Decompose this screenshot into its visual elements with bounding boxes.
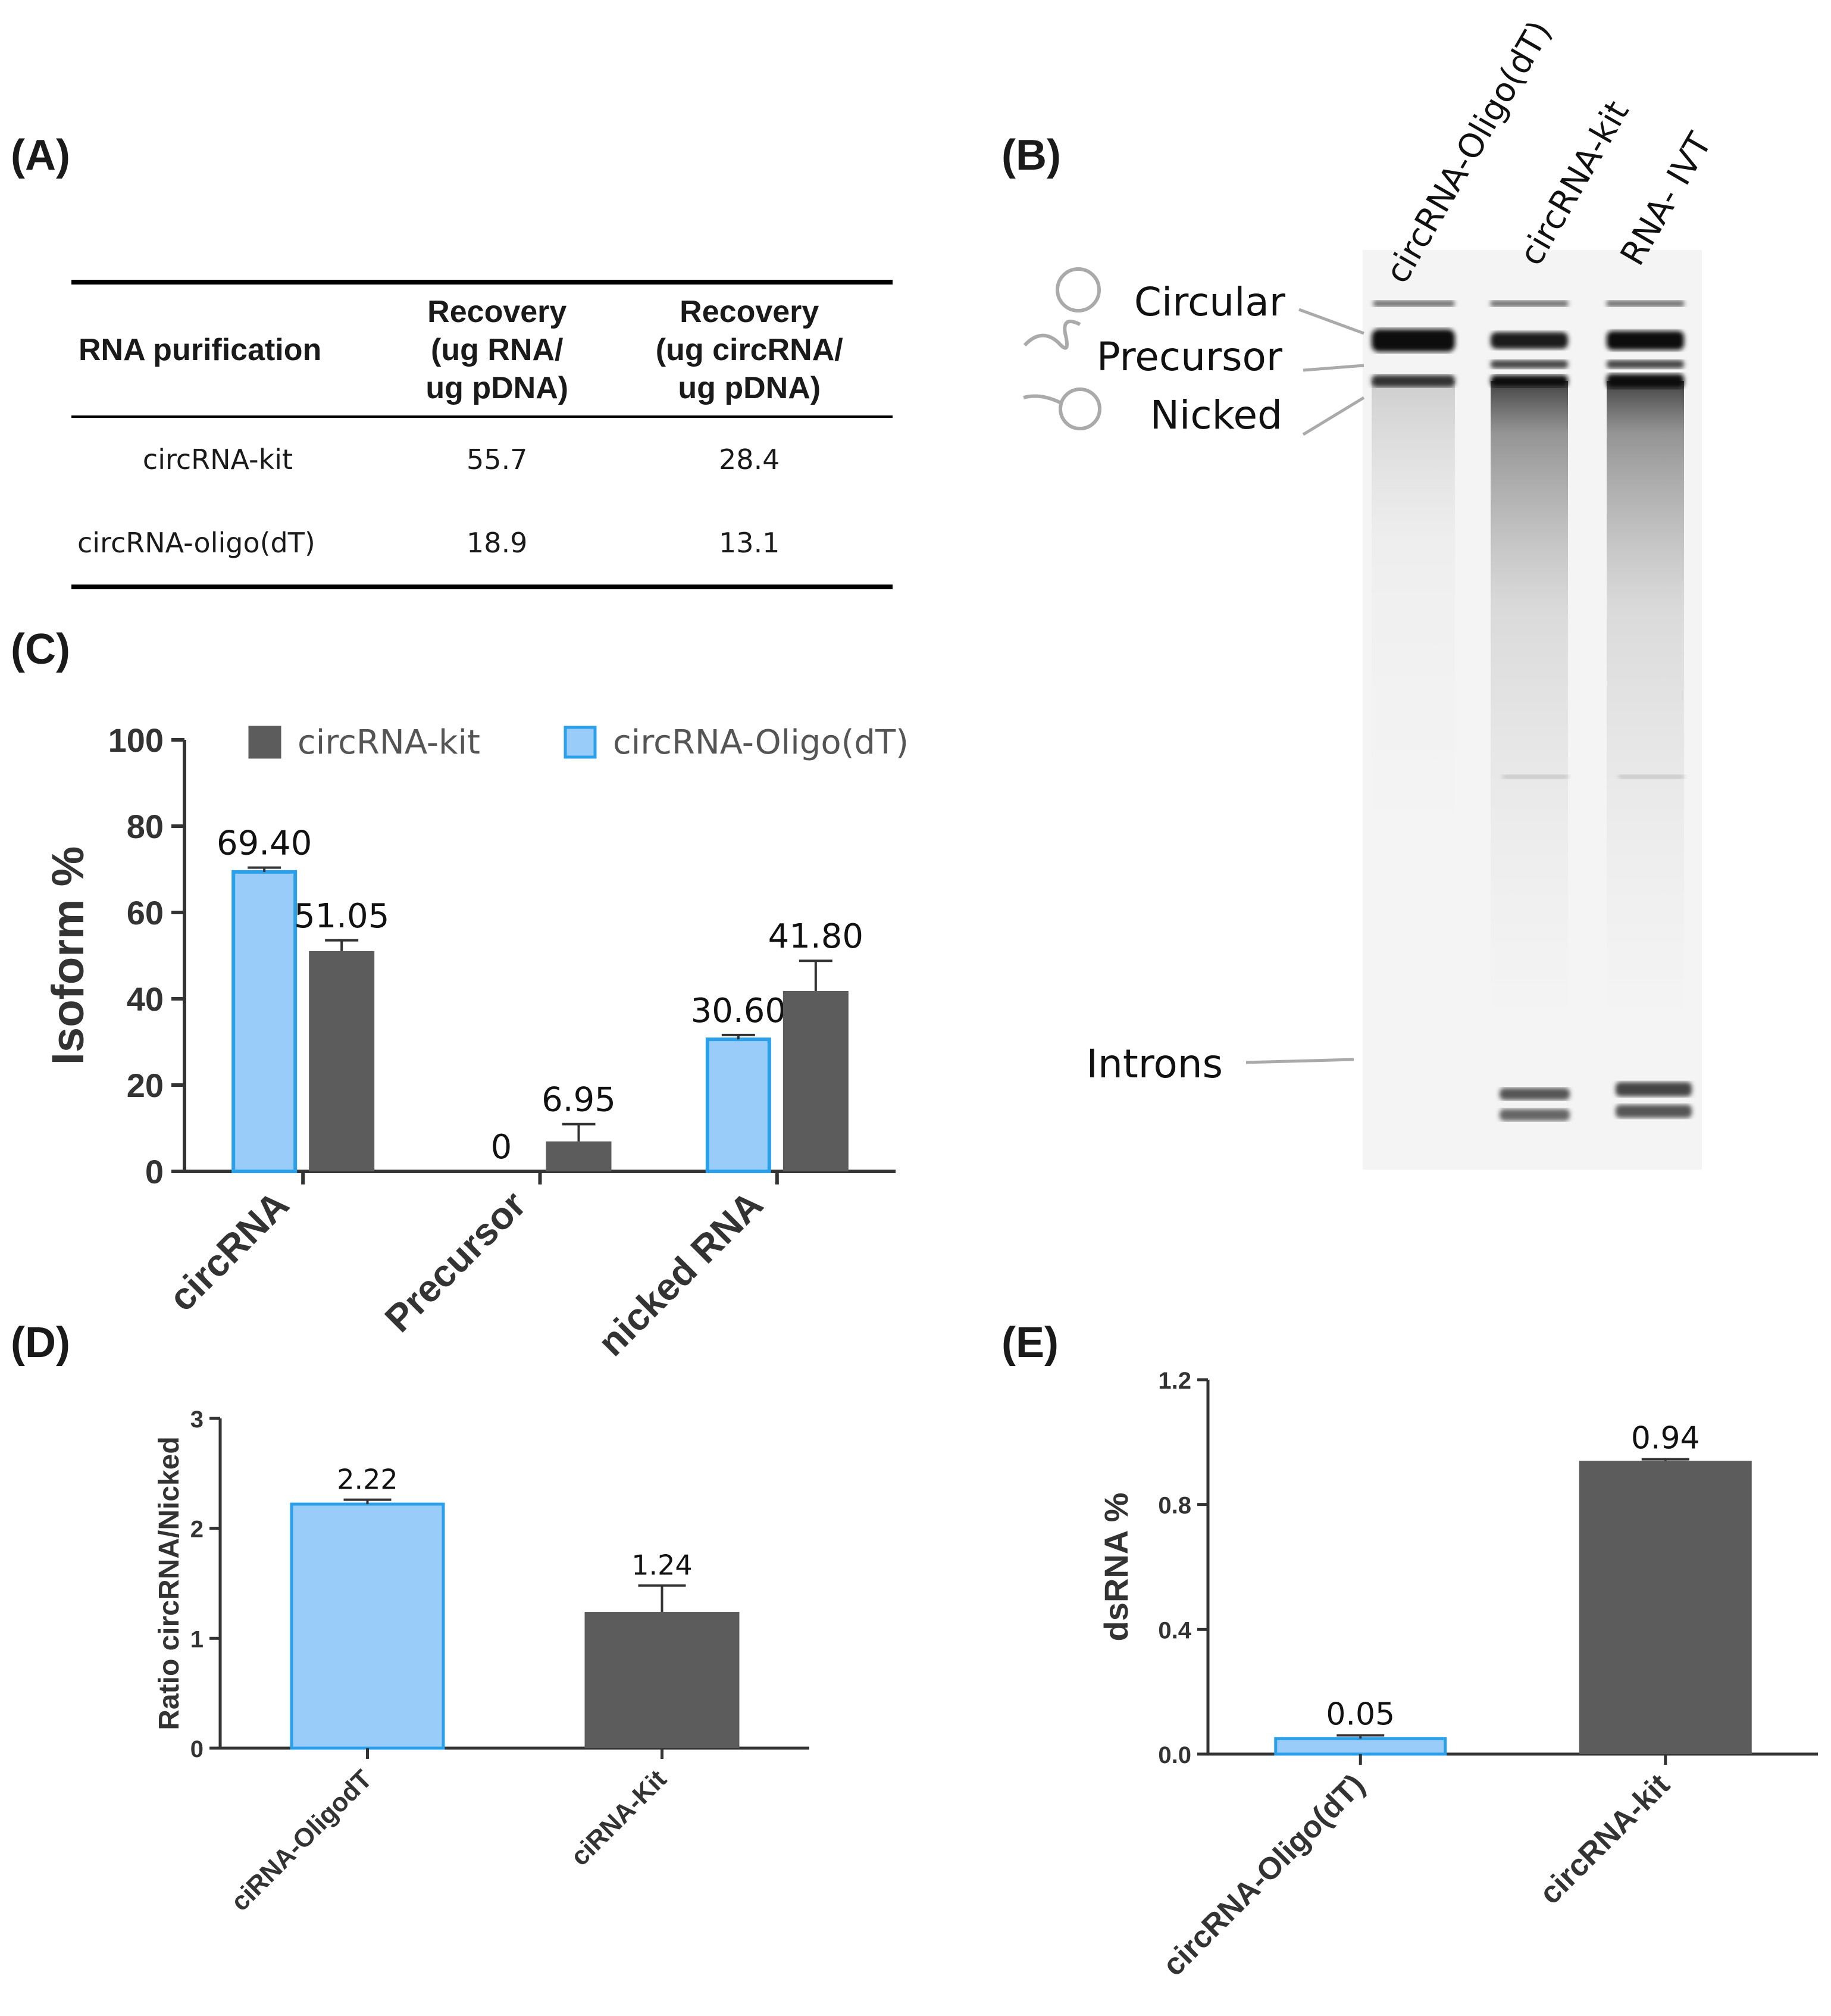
gel-background [1363,250,1702,1170]
x-tick-label: circRNA-Oligo(dT) [1156,1767,1372,1983]
panel-letter-a: (A) [11,132,70,179]
panel-letter-b: (B) [1001,132,1061,179]
data-label: 41.80 [768,917,863,956]
bar [705,1037,771,1174]
y-tick-label: 3 [190,1406,204,1433]
x-tick-label: ciRNA-Kit [565,1764,672,1871]
row-name: circRNA-oligo(dT) [77,527,315,559]
row-circrna-recovery: 28.4 [719,443,780,476]
y-tick-label: 0 [190,1736,204,1762]
row-name: circRNA-kit [142,443,293,476]
panel-letter-d: (D) [11,1319,70,1367]
y-tick-label: 1 [190,1626,204,1652]
legend-label: circRNA-kit [298,723,480,762]
gel-lane-3 [1607,301,1692,1118]
bar [1274,1737,1447,1756]
nicked-rna-icon [1059,387,1101,430]
y-axis-title: dsRNA % [1097,1493,1135,1642]
y-tick-label: 0.8 [1158,1493,1191,1519]
legend-swatch [564,726,597,759]
bar [231,870,298,1173]
bar [290,1502,445,1750]
lane-label-1: circRNA-Oligo(dT) [1378,14,1560,290]
data-label: 0.94 [1631,1421,1700,1456]
y-tick-label: 0.0 [1158,1742,1191,1768]
x-tick-label: nicked RNA [590,1183,771,1364]
data-label: 30.60 [691,992,786,1030]
linear-rna-icon [1023,320,1081,350]
band-label-nicked: Nicked [1150,392,1282,438]
data-label: 0.05 [1326,1697,1395,1733]
table-header-row: RNA purification Recovery (ug RNA/ ug pD… [71,282,893,417]
data-label: 69.40 [217,824,312,863]
row-rna-recovery: 55.7 [467,443,528,476]
y-tick-label: 20 [127,1067,164,1104]
band-leader-lines [1245,308,1365,1064]
y-tick-label: 0.4 [1158,1617,1191,1643]
y-tick-label: 80 [127,808,164,845]
panel-letter-e: (E) [1001,1319,1059,1367]
y-tick-label: 100 [108,721,164,759]
bar [1579,1461,1752,1754]
y-axis-title: Ratio circRNA/Nicked [154,1436,185,1730]
band-label-introns: Introns [1087,1041,1223,1087]
data-label: 0 [491,1128,512,1167]
bar [546,1141,612,1171]
circular-rna-icon [1056,267,1101,312]
bar [783,990,849,1171]
panel-letter-c: (C) [11,626,70,673]
legend-label: circRNA-Oligo(dT) [613,723,909,762]
y-tick-label: 40 [127,980,164,1018]
header-rna-purification: RNA purification [79,333,322,367]
row-rna-recovery: 18.9 [467,527,528,559]
bar [309,951,375,1171]
x-tick-label: circRNA-kit [1533,1767,1676,1911]
data-label: 51.05 [294,897,389,936]
x-tick-label: Precursor [377,1183,534,1340]
data-label: 6.95 [542,1081,616,1120]
recovery-table: RNA purification Recovery (ug RNA/ ug pD… [71,280,893,589]
y-tick-label: 1.2 [1158,1368,1191,1394]
gel-lane-1 [1372,301,1455,917]
header-recovery-rna: Recovery (ug RNA/ ug pDNA) [425,295,569,405]
data-label: 1.24 [631,1549,692,1581]
lane-label-2: circRNA-kit [1512,95,1637,272]
y-tick-label: 2 [190,1517,204,1543]
y-axis-title: Isoform % [43,846,93,1065]
data-label: 2.22 [337,1464,398,1496]
row-circrna-recovery: 13.1 [719,527,780,559]
y-tick-label: 60 [127,894,164,932]
header-recovery-circrna: Recovery (ug circRNA/ ug pDNA) [655,295,843,405]
y-tick-label: 0 [145,1153,164,1190]
x-tick-label: circRNA [161,1183,297,1319]
bar [584,1612,740,1748]
table-row: circRNA-oligo(dT) 18.9 13.1 [71,501,893,587]
x-tick-label: ciRNA-OligodT [226,1764,378,1917]
gel-lane-2 [1491,301,1570,1121]
band-label-circular: Circular [1134,279,1286,325]
band-label-precursor: Precursor [1097,334,1283,380]
legend-swatch [248,726,281,759]
lane-label-3: RNA- IVT [1613,126,1720,272]
table-row: circRNA-kit 55.7 28.4 [71,417,893,501]
rna-schematic-icons [1023,267,1101,430]
